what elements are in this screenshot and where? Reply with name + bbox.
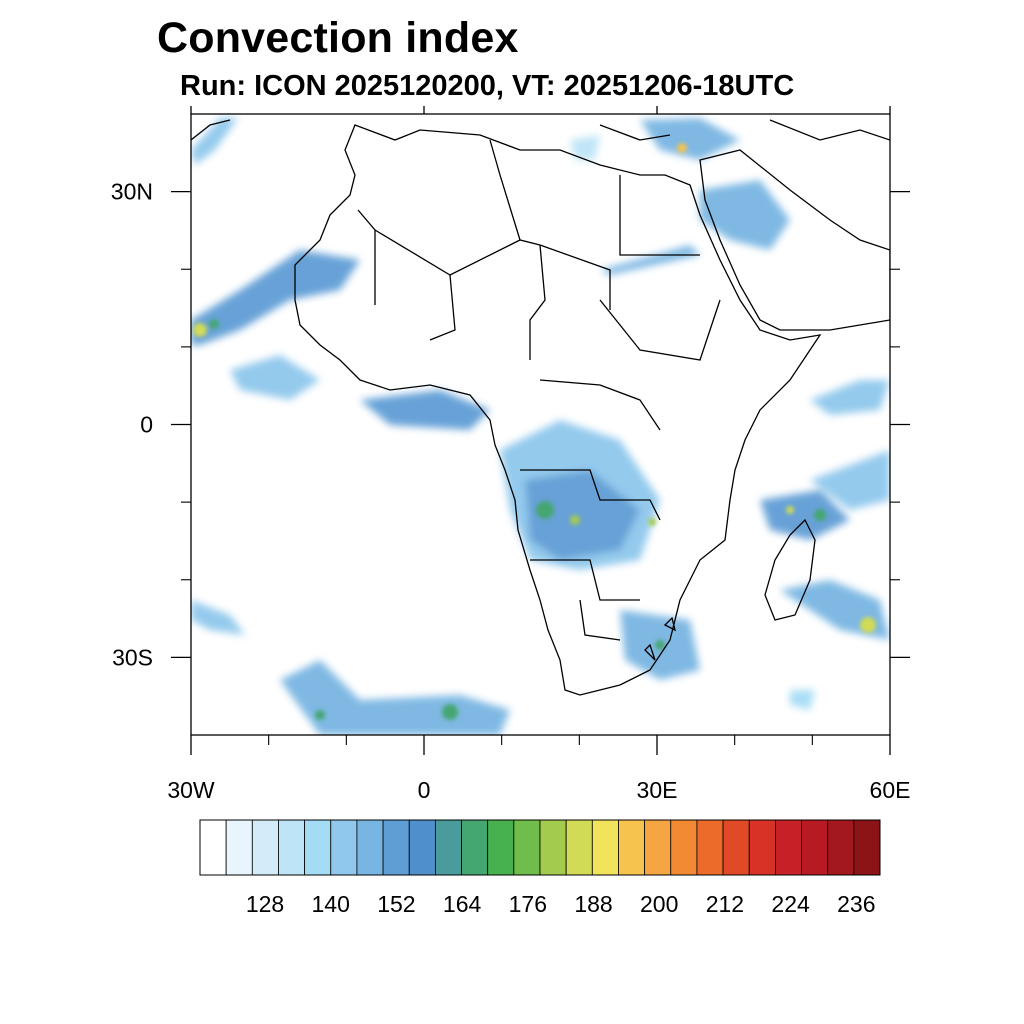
colorbar-label: 164 [443, 891, 482, 917]
colorbar-swatch [408, 819, 436, 876]
colorbar-swatch [461, 819, 489, 876]
colorbar-swatch [670, 819, 698, 876]
lon-tick-label: 30W [167, 777, 215, 803]
colorbar-label: 152 [377, 891, 415, 917]
colorbar-label: 128 [246, 891, 284, 917]
lon-tick-label: 0 [418, 777, 431, 803]
colorbar-swatch [487, 819, 515, 876]
colorbar-swatch [722, 819, 750, 876]
colorbar-swatch [513, 819, 541, 876]
lon-tick-label: 60E [870, 777, 911, 803]
colorbar-label: 140 [312, 891, 350, 917]
colorbar-swatch [199, 819, 227, 876]
lat-tick-label: 0 [140, 412, 153, 438]
colorbar-swatch [801, 819, 829, 876]
plot-title: Convection index [157, 14, 519, 62]
colorbar-swatch [748, 819, 776, 876]
colorbar-swatch [644, 819, 672, 876]
colorbar-swatch [330, 819, 358, 876]
colorbar-swatch [618, 819, 646, 876]
colorbar-swatch [251, 819, 279, 876]
colorbar-label: 200 [640, 891, 678, 917]
convection-field [191, 118, 890, 735]
map-axes: 30W 0 30E 60E 30N 0 30S [111, 106, 911, 803]
colorbar-outline [199, 819, 881, 876]
colorbar-label: 212 [706, 891, 744, 917]
coastlines [191, 119, 890, 696]
lon-tick-label: 30E [637, 777, 678, 803]
colorbar-swatch [434, 819, 462, 876]
colorbar-swatch [591, 819, 619, 876]
colorbar-swatch [696, 819, 724, 876]
colorbar-swatch [565, 819, 593, 876]
lat-tick-label: 30S [112, 644, 153, 670]
colorbar-swatch [853, 819, 881, 876]
colorbar-label: 224 [771, 891, 810, 917]
lat-tick-label: 30N [111, 179, 153, 205]
colorbar-swatch [382, 819, 410, 876]
colorbar: 128 140 152 164 176 188 200 212 224 236 [199, 819, 881, 917]
colorbar-swatch [225, 819, 253, 876]
colorbar-label: 176 [509, 891, 547, 917]
colorbar-label: 188 [574, 891, 612, 917]
colorbar-swatch [304, 819, 332, 876]
colorbar-swatch [774, 819, 802, 876]
colorbar-swatch [356, 819, 384, 876]
colorbar-swatch [827, 819, 855, 876]
colorbar-swatch [539, 819, 567, 876]
plot-subtitle: Run: ICON 2025120200, VT: 20251206-18UTC [180, 70, 795, 102]
map-background [191, 114, 890, 735]
colorbar-swatch [278, 819, 306, 876]
colorbar-label: 236 [837, 891, 875, 917]
